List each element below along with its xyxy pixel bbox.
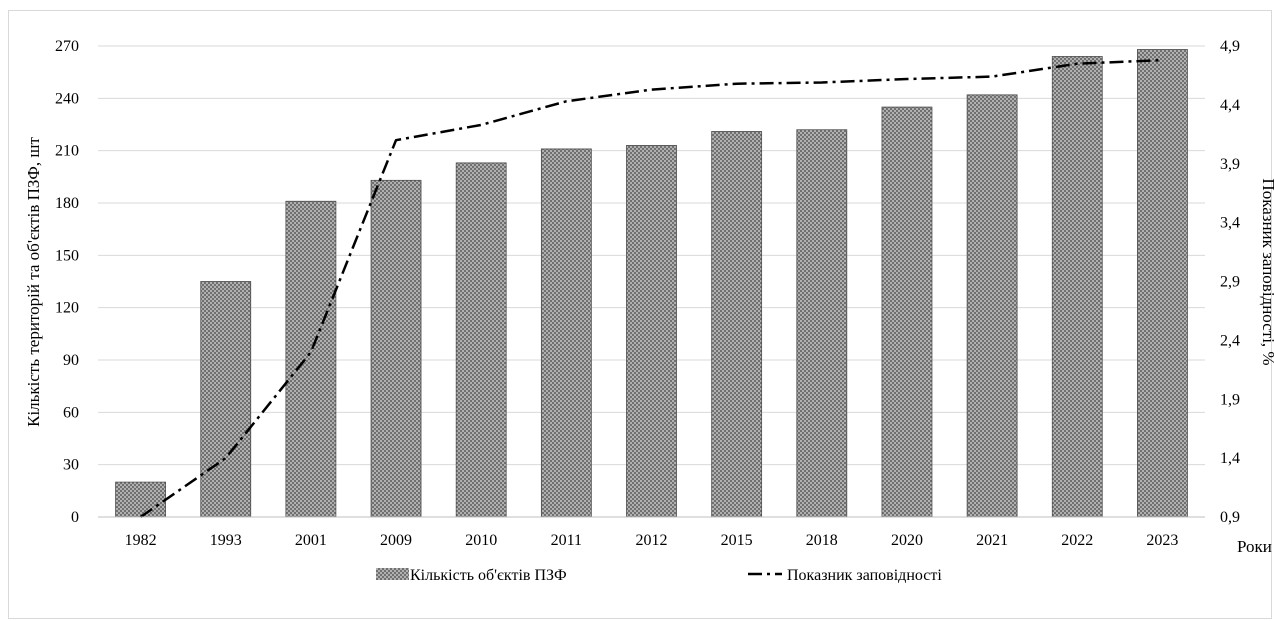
- bar: [285, 200, 337, 518]
- x-tick-label: 2009: [380, 532, 412, 549]
- y2-tick-label: 2,4: [1220, 332, 1240, 349]
- y2-tick-label: 3,4: [1220, 215, 1240, 232]
- y2-tick-label: 4,9: [1220, 38, 1240, 55]
- y-tick-label: 60: [63, 404, 79, 421]
- y2-tick-label: 1,4: [1220, 450, 1240, 467]
- axes: 0 30 60 90 120 150 180 210 240 270 0,9 1,4 1,9 2,4 2,9…: [55, 38, 1240, 549]
- x-tick-label: 1982: [125, 532, 157, 549]
- x-tick-label: 2022: [1061, 532, 1093, 549]
- y-tick-label: 120: [55, 300, 79, 317]
- x-tick-label: 2012: [636, 532, 668, 549]
- x-tick-label: 2011: [551, 532, 582, 549]
- y2-axis-title: Показник заповідності, %: [1259, 178, 1274, 365]
- bar: [626, 145, 677, 518]
- bar: [200, 281, 252, 518]
- y2-tick-label: 1,9: [1220, 391, 1240, 408]
- x-tick-label: 2001: [295, 532, 327, 549]
- bar: [881, 106, 933, 518]
- legend-line-label: Показник заповідності: [787, 567, 942, 584]
- y-tick-label: 270: [55, 38, 79, 55]
- bar-series: [115, 49, 1188, 518]
- x-tick-label: 2021: [976, 532, 1008, 549]
- legend-bar-label: Кількість об'єктів ПЗФ: [410, 567, 567, 584]
- x-axis-title: Роки: [1237, 537, 1272, 556]
- bar: [1051, 56, 1103, 518]
- y-tick-label: 150: [55, 247, 79, 264]
- legend-bar-swatch: [376, 568, 409, 580]
- bar: [711, 131, 763, 518]
- y2-tick-label: 0,9: [1220, 509, 1240, 526]
- bar: [966, 94, 1018, 518]
- bar: [796, 129, 848, 518]
- x-tick-label: 2023: [1146, 532, 1178, 549]
- legend: Кількість об'єктів ПЗФ Показник заповідн…: [376, 567, 942, 584]
- y-tick-label: 240: [55, 90, 79, 107]
- bar: [370, 179, 422, 518]
- y-tick-label: 0: [71, 509, 79, 526]
- x-tick-label: 2018: [806, 532, 838, 549]
- x-tick-label: 1993: [210, 532, 242, 549]
- y-tick-label: 90: [63, 352, 79, 369]
- y-axis-title: Кількість територій та об'єктів ПЗФ, шт: [24, 137, 43, 427]
- y2-tick-label: 2,9: [1220, 274, 1240, 291]
- x-tick-label: 2010: [465, 532, 497, 549]
- y-tick-label: 210: [55, 143, 79, 160]
- y-tick-label: 30: [63, 457, 79, 474]
- bar: [115, 481, 166, 518]
- y2-tick-label: 3,9: [1220, 156, 1240, 173]
- x-tick-label: 2020: [891, 532, 923, 549]
- x-tick-label: 2015: [721, 532, 753, 549]
- bar: [455, 162, 507, 518]
- y-tick-label: 180: [55, 195, 79, 212]
- bar: [540, 148, 592, 518]
- y2-tick-label: 4,4: [1220, 97, 1240, 114]
- bar: [1137, 49, 1188, 518]
